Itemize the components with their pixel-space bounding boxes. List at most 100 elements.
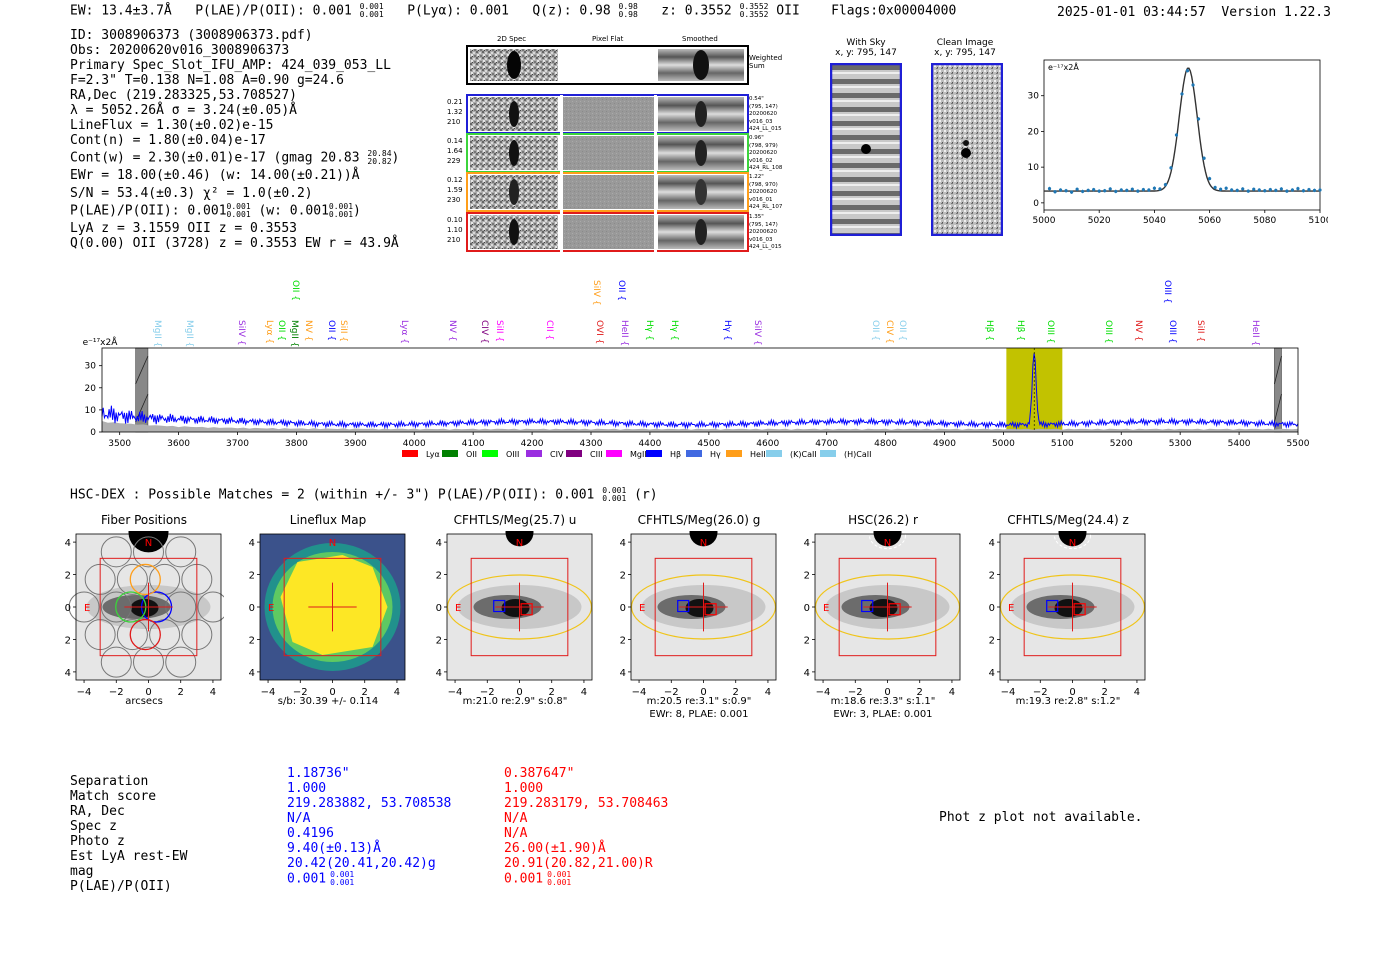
data-point — [1202, 156, 1206, 160]
data-point — [1174, 133, 1179, 137]
stamp-caption: EWr: 3, PLAE: 0.001 — [833, 709, 933, 720]
cutout-row-meta-line: 424_RL_108 — [749, 165, 783, 172]
cutout-row-meta: 1.22" (798, 970) 20200620 v016_01 424_RL_107 — [749, 174, 782, 212]
mask-hatch — [1274, 393, 1282, 423]
cutout-row-stat: 229 — [447, 157, 461, 165]
y-tick-label: 0 — [804, 603, 810, 614]
y-tick-label: −4 — [248, 668, 255, 679]
header-qz: Q(z): 0.98 — [532, 3, 611, 19]
x-tick-label: 5500 — [1287, 439, 1310, 449]
north-label: N — [145, 538, 152, 549]
cutout-row-stats: 0.10 1.10 210 — [447, 215, 463, 245]
sky-box — [470, 557, 569, 657]
cutout-row-stat: 1.59 — [447, 186, 463, 194]
legend-label: HeII — [750, 450, 766, 459]
zoom-plot-frame — [1043, 59, 1321, 211]
fiber-circle — [133, 646, 164, 678]
cutout-row-stats: 0.12 1.59 230 — [447, 175, 463, 205]
y-tick-label: 4 — [620, 538, 626, 549]
legend-label: CIII — [590, 450, 603, 459]
east-label: E — [268, 603, 274, 614]
cutout-panel: 2D Spec Pixel Flat Smoothed Weighted Sum — [440, 33, 782, 258]
x-tick-label: 0 — [884, 687, 890, 698]
x-tick-label: 4300 — [580, 439, 603, 449]
header-qz-lo: 0.98 — [618, 10, 638, 19]
match-red-box — [704, 603, 717, 616]
data-point — [1108, 187, 1112, 191]
match-blue-box — [861, 599, 874, 613]
bright-star — [1058, 531, 1087, 547]
stamp-title: CFHTLS/Meg(24.4) z — [1007, 513, 1129, 527]
cutout-row-stat: 1.10 — [447, 226, 463, 234]
x-tick-label: 5000 — [992, 439, 1015, 449]
data-point — [1285, 189, 1289, 193]
x-tick-label: −4 — [77, 687, 92, 698]
x-tick-label: 4400 — [638, 439, 661, 449]
data-point — [1047, 186, 1052, 191]
header-z-hi: 0.3552 — [739, 2, 769, 11]
y-tick-label: 0 — [989, 603, 995, 614]
match-frac: 0.001 0.001 — [547, 871, 571, 887]
x-tick-label: 0 — [1069, 687, 1075, 698]
data-point — [1152, 186, 1156, 190]
spectrum-line — [101, 353, 1299, 430]
header-flags: Flags:0x00004000 — [831, 3, 957, 19]
x-tick-label: −2 — [109, 687, 124, 698]
x-tick-label: 4 — [949, 687, 955, 698]
with-sky-header: With Sky x, y: 795, 147 — [831, 38, 901, 58]
fiber-circle — [116, 619, 148, 651]
y-tick-label: 10 — [1028, 163, 1039, 173]
stamp-title: CFHTLS/Meg(25.7) u — [453, 513, 577, 527]
data-point — [1191, 83, 1195, 87]
match-blue-box — [493, 599, 506, 613]
y-tick-label: −4 — [64, 668, 71, 679]
header-z-line: OII — [776, 3, 800, 19]
fiber-circle — [165, 536, 197, 568]
match-label: P(LAE)/P(OII) — [70, 879, 172, 894]
stamp-caption: m:21.0 re:2.9" s:0.8" — [462, 696, 568, 707]
north-label: N — [1069, 538, 1076, 549]
stamp-title: CFHTLS/Meg(26.0) g — [637, 513, 761, 527]
weighted-sum-label: Weighted Sum — [749, 54, 783, 70]
cutout-row-meta-line: 1.35" — [749, 214, 764, 220]
cutout-row-stat: 1.64 — [447, 147, 463, 155]
header-z-lo: 0.3552 — [739, 10, 769, 19]
bright-star — [128, 531, 169, 553]
stamp-caption: arcsecs — [125, 696, 163, 707]
data-point — [1307, 188, 1311, 192]
match-blue-value: 9.40(±0.13)Å — [287, 841, 381, 856]
y-tick-label: −2 — [435, 635, 442, 646]
x-tick-label: 3900 — [344, 439, 367, 449]
col-pixel-flat: Pixel Flat — [592, 35, 624, 43]
x-tick-label: 2 — [362, 687, 368, 698]
bright-star — [873, 531, 902, 547]
east-label: E — [455, 603, 461, 614]
y-tick-label: −2 — [248, 635, 255, 646]
north-label: N — [516, 538, 523, 549]
with-sky-image — [830, 63, 902, 236]
x-tick-label: 4 — [210, 687, 216, 698]
cutout-row-meta-line: v016_02 — [749, 157, 773, 164]
y-tick-label: 2 — [436, 571, 442, 582]
data-point — [1268, 188, 1272, 192]
x-tick-label: −4 — [261, 687, 276, 698]
x-tick-label: 4000 — [403, 439, 426, 449]
match-red-value: N/A — [504, 826, 528, 841]
line-id-labels: MgII {MgII {SiIV {Lyα {OII {MgII {OII {N… — [0, 0, 1400, 353]
data-point — [1230, 188, 1234, 192]
y-tick-label: 0 — [1033, 199, 1039, 209]
north-label: N — [700, 538, 707, 549]
data-point — [1136, 189, 1140, 193]
x-tick-label: 4900 — [933, 439, 956, 449]
cutout-row-meta-line: 0.54" — [749, 96, 764, 102]
match-red-value: 20.91(20.82,21.00)R — [504, 856, 653, 871]
zoom-unit-label: e⁻¹⁷x2Å — [1048, 61, 1079, 72]
match-red-value: N/A — [504, 811, 528, 826]
legend-swatch — [566, 450, 582, 457]
cutout-row-stat: 230 — [447, 196, 461, 204]
north-label: N — [329, 538, 336, 549]
data-point — [1196, 117, 1201, 121]
x-tick-label: −4 — [632, 687, 647, 698]
data-point — [1290, 188, 1294, 192]
data-point — [1301, 189, 1306, 193]
